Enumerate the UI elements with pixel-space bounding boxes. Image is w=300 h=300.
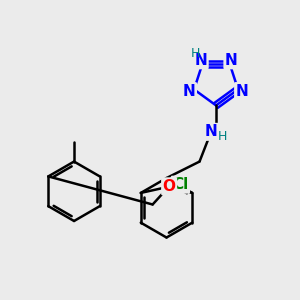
Text: H: H <box>217 130 227 143</box>
Text: N: N <box>183 84 196 99</box>
Text: O: O <box>163 179 176 194</box>
Text: H: H <box>190 46 200 59</box>
Text: N: N <box>236 84 248 99</box>
Text: N: N <box>205 124 218 139</box>
Text: N: N <box>225 53 238 68</box>
Text: Cl: Cl <box>172 177 188 192</box>
Text: N: N <box>194 53 207 68</box>
